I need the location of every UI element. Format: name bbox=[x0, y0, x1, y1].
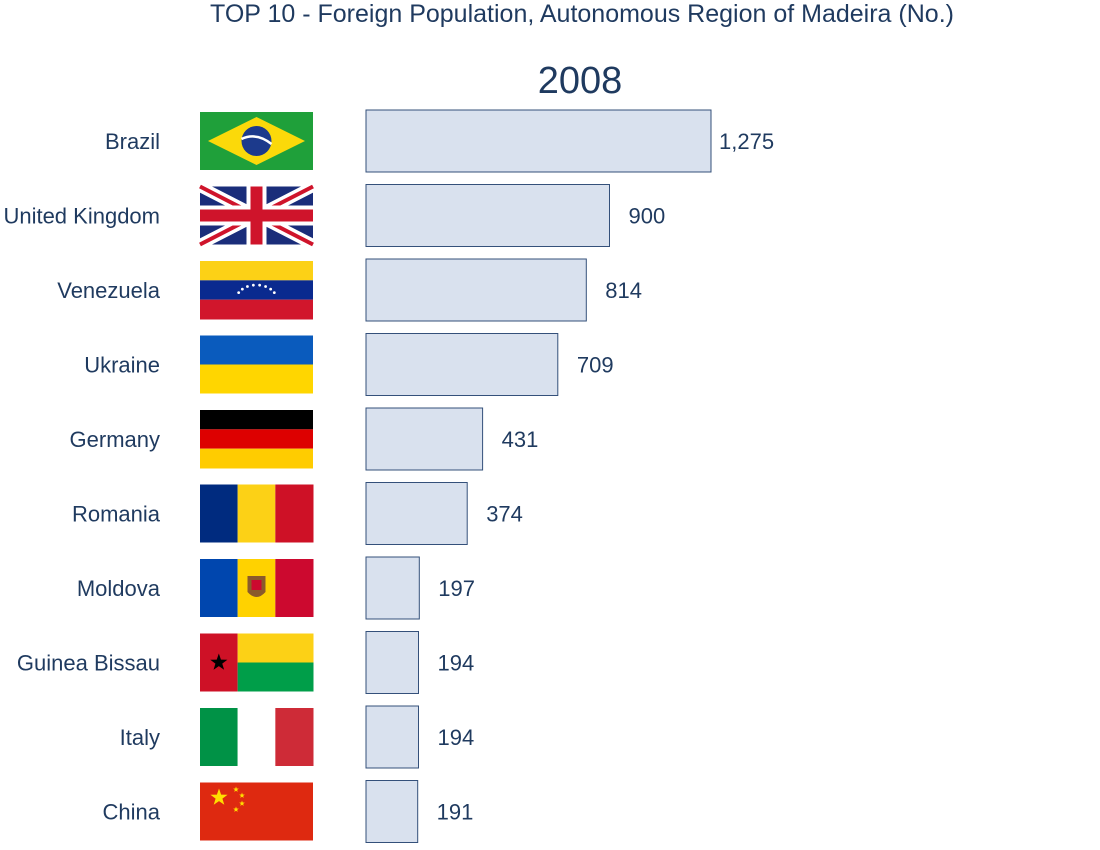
ukraine-flag-icon bbox=[200, 335, 313, 394]
category-label-moldova: Moldova bbox=[77, 576, 161, 601]
value-label-venezuela: 814 bbox=[605, 278, 642, 303]
value-label-germany: 431 bbox=[502, 427, 539, 452]
bar-china bbox=[365, 780, 419, 843]
bar-united-kingdom bbox=[365, 184, 610, 247]
value-label-romania: 374 bbox=[486, 502, 523, 527]
bar-brazil bbox=[365, 109, 712, 173]
moldova-flag-icon bbox=[200, 559, 314, 617]
category-label-venezuela: Venezuela bbox=[57, 278, 161, 303]
category-label-china: China bbox=[103, 800, 161, 825]
value-label-brazil: 1,275 bbox=[719, 129, 774, 154]
chart-title: TOP 10 - Foreign Population, Autonomous … bbox=[210, 0, 954, 28]
value-label-italy: 194 bbox=[437, 725, 474, 750]
venezuela-flag-icon bbox=[200, 261, 313, 320]
category-label-brazil: Brazil bbox=[105, 129, 160, 154]
bar-moldova bbox=[365, 556, 420, 620]
chart-subtitle-year: 2008 bbox=[537, 60, 623, 102]
italy-flag-icon bbox=[200, 708, 314, 766]
bar-venezuela bbox=[365, 258, 587, 322]
united-kingdom-flag-icon bbox=[197, 181, 316, 250]
romania-flag-icon bbox=[200, 484, 314, 543]
value-label-ukraine: 709 bbox=[577, 353, 614, 378]
bar-germany bbox=[365, 407, 484, 471]
value-label-united-kingdom: 900 bbox=[629, 204, 666, 229]
brazil-flag-icon bbox=[200, 112, 313, 170]
category-label-romania: Romania bbox=[72, 502, 161, 527]
value-label-moldova: 197 bbox=[438, 576, 475, 601]
guinea-bissau-flag-icon bbox=[200, 633, 314, 692]
china-flag-icon bbox=[200, 782, 313, 841]
category-label-guinea-bissau: Guinea Bissau bbox=[17, 651, 160, 676]
germany-flag-icon bbox=[200, 410, 313, 469]
value-label-china: 191 bbox=[437, 800, 474, 825]
bar-ukraine bbox=[365, 333, 559, 396]
bar-italy bbox=[365, 705, 419, 769]
bar-romania bbox=[365, 482, 468, 545]
bar-guinea-bissau bbox=[365, 631, 419, 694]
category-label-ukraine: Ukraine bbox=[84, 353, 160, 378]
category-label-germany: Germany bbox=[70, 427, 160, 452]
category-label-united-kingdom: United Kingdom bbox=[3, 204, 160, 229]
value-label-guinea-bissau: 194 bbox=[437, 651, 474, 676]
category-label-italy: Italy bbox=[120, 725, 160, 750]
